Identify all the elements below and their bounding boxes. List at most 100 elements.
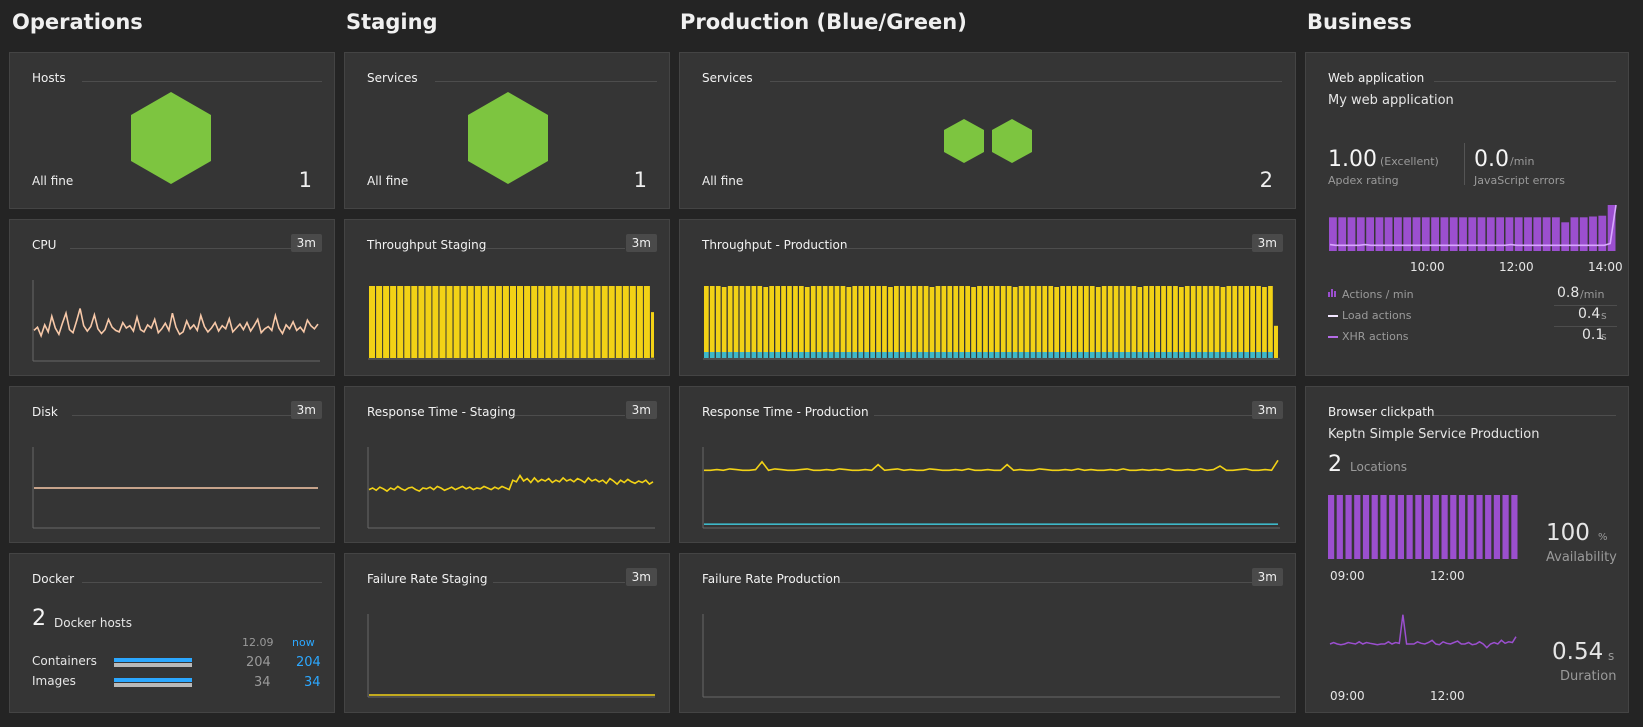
timeframe-badge[interactable]: 3m xyxy=(1251,234,1283,252)
throughput-bar xyxy=(1137,287,1143,352)
throughput-bar xyxy=(709,286,715,352)
x-tick: 12:00 xyxy=(1499,260,1534,274)
availability-bar xyxy=(1424,495,1431,559)
throughput-bar xyxy=(1226,286,1232,352)
timeframe-badge[interactable]: 3m xyxy=(290,401,322,419)
throughput-bar xyxy=(971,287,976,352)
availability-bar xyxy=(1441,495,1448,559)
actions-bar xyxy=(1579,217,1588,251)
throughput-bar-secondary xyxy=(1036,352,1042,358)
service-hexagon-icon[interactable] xyxy=(465,90,551,186)
throughput-bar-secondary xyxy=(799,352,804,358)
availability-bar xyxy=(1476,495,1483,559)
throughput-bar xyxy=(1131,286,1137,352)
disk-chart xyxy=(32,447,320,529)
apdex-label: Apdex rating xyxy=(1328,174,1399,187)
throughput-bar xyxy=(615,286,622,358)
apdex-value: 1.00 xyxy=(1328,147,1377,172)
throughput-bar xyxy=(531,286,538,358)
failure-production-tile[interactable]: Failure Rate Production 3m xyxy=(679,553,1296,713)
column-title-production: Production (Blue/Green) xyxy=(680,10,967,34)
divider xyxy=(493,582,625,583)
legend-label: XHR actions xyxy=(1342,330,1409,343)
production-services-tile[interactable]: Services All fine 2 xyxy=(679,52,1296,209)
staging-services-tile[interactable]: Services All fine 1 xyxy=(344,52,670,209)
throughput-bar-secondary xyxy=(870,352,875,358)
availability-bar xyxy=(1328,495,1335,559)
timeframe-badge[interactable]: 3m xyxy=(290,234,322,252)
actions-bar xyxy=(1542,217,1551,251)
tile-title: Throughput Staging xyxy=(367,238,487,252)
throughput-bar-secondary xyxy=(1202,352,1208,358)
host-hexagon-icon[interactable] xyxy=(128,90,214,186)
actions-bar xyxy=(1366,217,1374,251)
throughput-production-tile[interactable]: Throughput - Production 3m xyxy=(679,219,1296,376)
column-title-operations: Operations xyxy=(12,10,143,34)
throughput-bar-secondary xyxy=(1238,352,1244,358)
actions-bar xyxy=(1524,217,1532,251)
column-prev-date: 12.09 xyxy=(242,636,274,649)
divider xyxy=(435,81,657,82)
throughput-bar-secondary xyxy=(894,352,899,358)
throughput-bar xyxy=(636,286,643,358)
disk-tile[interactable]: Disk 3m xyxy=(9,386,335,543)
throughput-bar xyxy=(608,286,615,358)
timeframe-badge[interactable]: 3m xyxy=(1251,401,1283,419)
throughput-bar xyxy=(397,286,404,358)
throughput-bar xyxy=(390,286,397,358)
throughput-bar xyxy=(432,286,439,358)
images-bar-now xyxy=(114,678,192,682)
divider xyxy=(770,81,1282,82)
throughput-bar xyxy=(488,286,495,358)
throughput-bar xyxy=(763,287,769,352)
service-hexagon-icon[interactable] xyxy=(990,117,1034,165)
actions-bar xyxy=(1440,217,1449,251)
throughput-bar xyxy=(1196,286,1202,352)
throughput-bar-secondary xyxy=(781,352,786,358)
actions-bar xyxy=(1347,217,1356,251)
timeframe-badge[interactable]: 3m xyxy=(625,234,657,252)
throughput-staging-tile[interactable]: Throughput Staging 3m xyxy=(344,219,670,376)
throughput-bar xyxy=(1072,286,1077,352)
browser-clickpath-tile[interactable]: Browser clickpath Keptn Simple Service P… xyxy=(1305,386,1629,713)
x-tick: 12:00 xyxy=(1430,569,1465,583)
throughput-bar-secondary xyxy=(1042,352,1048,358)
cpu-tile[interactable]: CPU 3m xyxy=(9,219,335,376)
throughput-bar xyxy=(453,286,460,358)
throughput-bar-secondary xyxy=(1268,352,1273,358)
docker-tile[interactable]: Docker 2 Docker hosts 12.09 now Containe… xyxy=(9,553,335,713)
throughput-bar xyxy=(804,287,810,352)
response-staging-chart xyxy=(367,447,655,529)
throughput-bar-secondary xyxy=(989,352,994,358)
throughput-bar-secondary xyxy=(923,352,929,358)
throughput-bar-secondary xyxy=(1084,352,1089,358)
throughput-bar-secondary xyxy=(1179,352,1184,358)
throughput-bar-secondary xyxy=(941,352,947,358)
availability-bar xyxy=(1450,495,1457,559)
throughput-bar xyxy=(1095,287,1101,352)
response-production-tile[interactable]: Response Time - Production 3m xyxy=(679,386,1296,543)
throughput-bar-secondary xyxy=(1137,352,1143,358)
failure-staging-tile[interactable]: Failure Rate Staging 3m xyxy=(344,553,670,713)
throughput-bar xyxy=(983,286,988,352)
timeframe-badge[interactable]: 3m xyxy=(625,568,657,586)
actions-bar xyxy=(1394,217,1402,251)
throughput-bar xyxy=(876,286,881,352)
availability-bar xyxy=(1389,495,1396,559)
service-hexagon-icon[interactable] xyxy=(942,117,986,165)
timeframe-badge[interactable]: 3m xyxy=(625,401,657,419)
web-application-tile[interactable]: Web application My web application 1.00 … xyxy=(1305,52,1629,376)
throughput-bar-secondary xyxy=(953,352,959,358)
web-app-name[interactable]: My web application xyxy=(1328,93,1454,108)
throughput-bar-secondary xyxy=(769,352,774,358)
divider xyxy=(1464,143,1465,185)
response-staging-tile[interactable]: Response Time - Staging 3m xyxy=(344,386,670,543)
clickpath-name[interactable]: Keptn Simple Service Production xyxy=(1328,427,1540,442)
throughput-bar xyxy=(1149,286,1154,352)
timeframe-badge[interactable]: 3m xyxy=(1251,568,1283,586)
actions-bar xyxy=(1412,217,1421,251)
hosts-tile[interactable]: Hosts All fine 1 xyxy=(9,52,335,209)
status-text: All fine xyxy=(702,174,744,188)
throughput-bar-secondary xyxy=(757,352,763,358)
throughput-bar-secondary xyxy=(1125,352,1131,358)
